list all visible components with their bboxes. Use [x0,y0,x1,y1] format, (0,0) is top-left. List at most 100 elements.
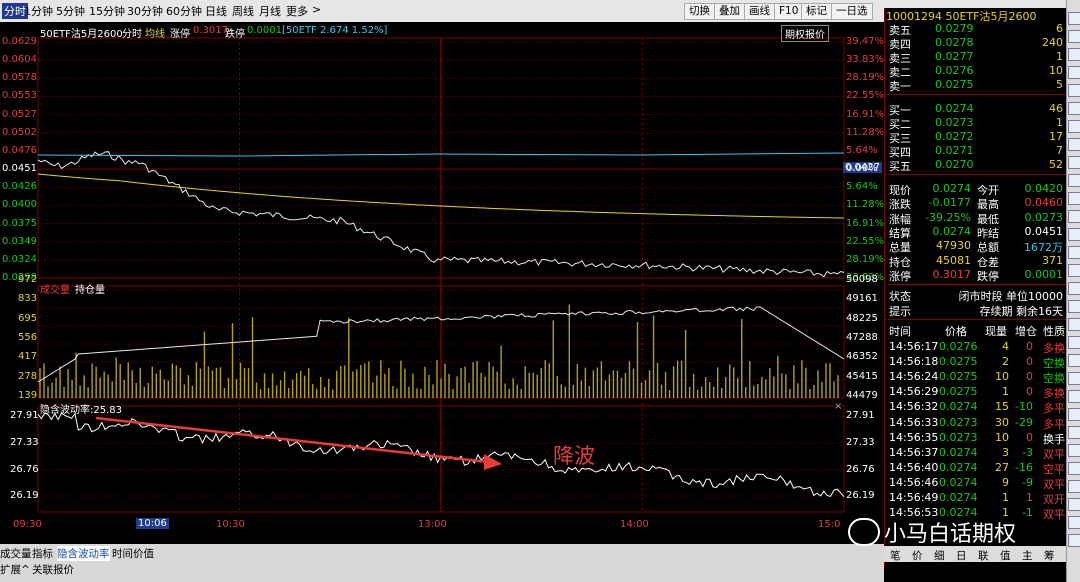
tool-icon[interactable] [1068,354,1080,367]
tool-icon[interactable] [1068,102,1080,115]
tool-icon[interactable] [1068,390,1080,403]
tool-icon[interactable] [1068,426,1080,439]
period-tab-15min[interactable]: 15分钟 [89,5,125,18]
tick-row[interactable]: 14:56:17 0.0276 4 0 多换 [887,340,1067,355]
period-tab-day[interactable]: 日线 [205,5,227,18]
quote-tab[interactable]: 细 [934,550,945,562]
tick-row[interactable]: 14:56:24 0.0275 10 0 空换 [887,370,1067,385]
tick-row[interactable]: 14:56:33 0.0273 30 -29 多平 [887,416,1067,431]
tool-icon[interactable] [1068,408,1080,421]
more-arrow-icon[interactable]: > [312,3,322,16]
tool-icon[interactable] [1068,534,1080,547]
tool-icon[interactable] [1068,336,1080,349]
bid-row[interactable]: 买二 0.0273 1 [887,116,1067,131]
period-tab-30min[interactable]: 30分钟 [127,5,163,18]
tick-time: 14:56:17 [889,340,939,353]
tab-volume[interactable]: 成交量 [0,548,32,560]
tick-row[interactable]: 14:56:35 0.0273 10 0 换手 [887,431,1067,446]
bid-row[interactable]: 买三 0.0272 17 [887,130,1067,145]
tool-icon[interactable] [1068,462,1080,475]
period-tab-month[interactable]: 月线 [259,5,281,18]
tick-row[interactable]: 14:56:46 0.0274 9 -9 双平 [887,475,1067,491]
oi-tick-label: 49161 [846,293,878,305]
bid-row[interactable]: 买一 0.0274 46 [887,102,1067,117]
tick-row[interactable]: 14:56:37 0.0274 3 -3 双平 [887,446,1067,461]
tool-icon[interactable] [1068,174,1080,187]
one-day-select-button[interactable]: 一日选 [831,3,873,20]
tick-row[interactable]: 14:56:32 0.0274 15 -10 多平 [887,400,1067,415]
quote-tab[interactable]: 日 [956,550,967,562]
tick-nature: 换手 [1043,432,1065,446]
tick-row[interactable]: 14:56:40 0.0274 27 -16 空平 [887,461,1067,476]
option-quote-button[interactable]: 期权报价 [781,25,829,42]
quote-tab[interactable]: 联 [978,550,989,562]
period-tab-60min[interactable]: 60分钟 [166,5,202,18]
time-label: 14:00 [620,519,649,530]
price-tick-label: 0.0298 [2,272,37,283]
tick-row[interactable]: 14:56:29 0.0275 1 0 多换 [887,385,1067,400]
tool-icon[interactable] [1068,318,1080,331]
iv-close-icon[interactable]: × [834,401,843,412]
quote-tab[interactable]: 筹 [1044,550,1055,562]
ask-row[interactable]: 卖五 0.0279 6 [887,22,1067,37]
time-label: 13:00 [418,519,447,530]
expand-button[interactable]: 扩展^ [0,564,30,576]
tool-icon[interactable] [1068,498,1080,511]
quote-tab[interactable]: 值 [1000,550,1011,562]
quote-tab[interactable]: 价 [912,550,923,562]
tab-indicator[interactable]: 指标 [32,548,53,560]
ask-row[interactable]: 卖三 0.0277 1 [887,50,1067,65]
intraday-chart[interactable]: 50ETF沽5月2600 分时 均线 涨停 0.3017 跌停 0.0001 [… [0,22,884,542]
tool-icon[interactable] [1068,300,1080,313]
tool-icon[interactable] [1068,66,1080,79]
period-tab-5min[interactable]: 5分钟 [56,5,85,18]
period-tab-more[interactable]: 更多 [286,5,308,18]
quote-tab[interactable]: 笔 [890,550,901,562]
tab-implied-volatility[interactable]: 隐含波动率 [57,546,110,561]
tool-icon[interactable] [1068,84,1080,97]
tool-icon[interactable] [1068,516,1080,529]
tick-time: 14:56:32 [889,400,939,414]
tick-row[interactable]: 14:56:49 0.0274 1 1 双开 [887,491,1067,506]
tick-oi-change: 1 [1026,491,1033,504]
period-tab-timeshare[interactable]: 分时 [2,3,28,19]
pct-tick-label: 39.47% [846,36,885,47]
tool-icon[interactable] [1068,264,1080,277]
tool-icon[interactable] [1068,372,1080,385]
tick-volume: 9 [1002,475,1009,489]
period-tab-1min[interactable]: 1分钟 [24,5,53,18]
tick-row[interactable]: 14:56:18 0.0275 2 0 空换 [887,355,1067,370]
tool-icon[interactable] [1068,192,1080,205]
draw-line-button[interactable]: 画线 [744,3,775,20]
period-tab-week[interactable]: 周线 [232,5,254,18]
tab-time-value[interactable]: 时间价值 [112,548,154,560]
tick-time: 14:56:24 [889,370,939,384]
tool-icon[interactable] [1068,120,1080,133]
tick-row[interactable]: 14:56:53 0.0274 1 -1 双平 [887,506,1067,521]
tool-icon[interactable] [1068,138,1080,151]
bid-row[interactable]: 买五 0.0270 52 [887,158,1067,173]
pct-tick-label: 28.19% [846,253,885,265]
quote-tab[interactable]: 主 [1022,550,1033,562]
tool-icon[interactable] [1068,480,1080,493]
tool-icon[interactable] [1068,48,1080,61]
f10-button[interactable]: F10 [774,3,804,20]
tool-icon[interactable] [1068,156,1080,169]
mark-button[interactable]: 标记 [801,3,832,20]
switch-button[interactable]: 切换 [684,3,715,20]
ask-row[interactable]: 卖四 0.0278 240 [887,36,1067,51]
tool-icon[interactable] [1068,282,1080,295]
tool-icon[interactable] [1068,30,1080,43]
tool-icon[interactable] [1068,12,1080,25]
ask-row[interactable]: 卖二 0.0276 10 [887,64,1067,79]
bid-row[interactable]: 买四 0.0271 7 [887,144,1067,159]
ask-row[interactable]: 卖一 0.0275 5 [887,78,1067,93]
overlay-button[interactable]: 叠加 [714,3,745,20]
tool-icon[interactable] [1068,210,1080,223]
tool-icon[interactable] [1068,444,1080,457]
related-quote-button[interactable]: 关联报价 [32,564,74,576]
tick-volume: 1 [1002,385,1009,399]
tool-icon[interactable] [1068,228,1080,241]
open-interest-line [37,306,845,383]
tool-icon[interactable] [1068,246,1080,259]
